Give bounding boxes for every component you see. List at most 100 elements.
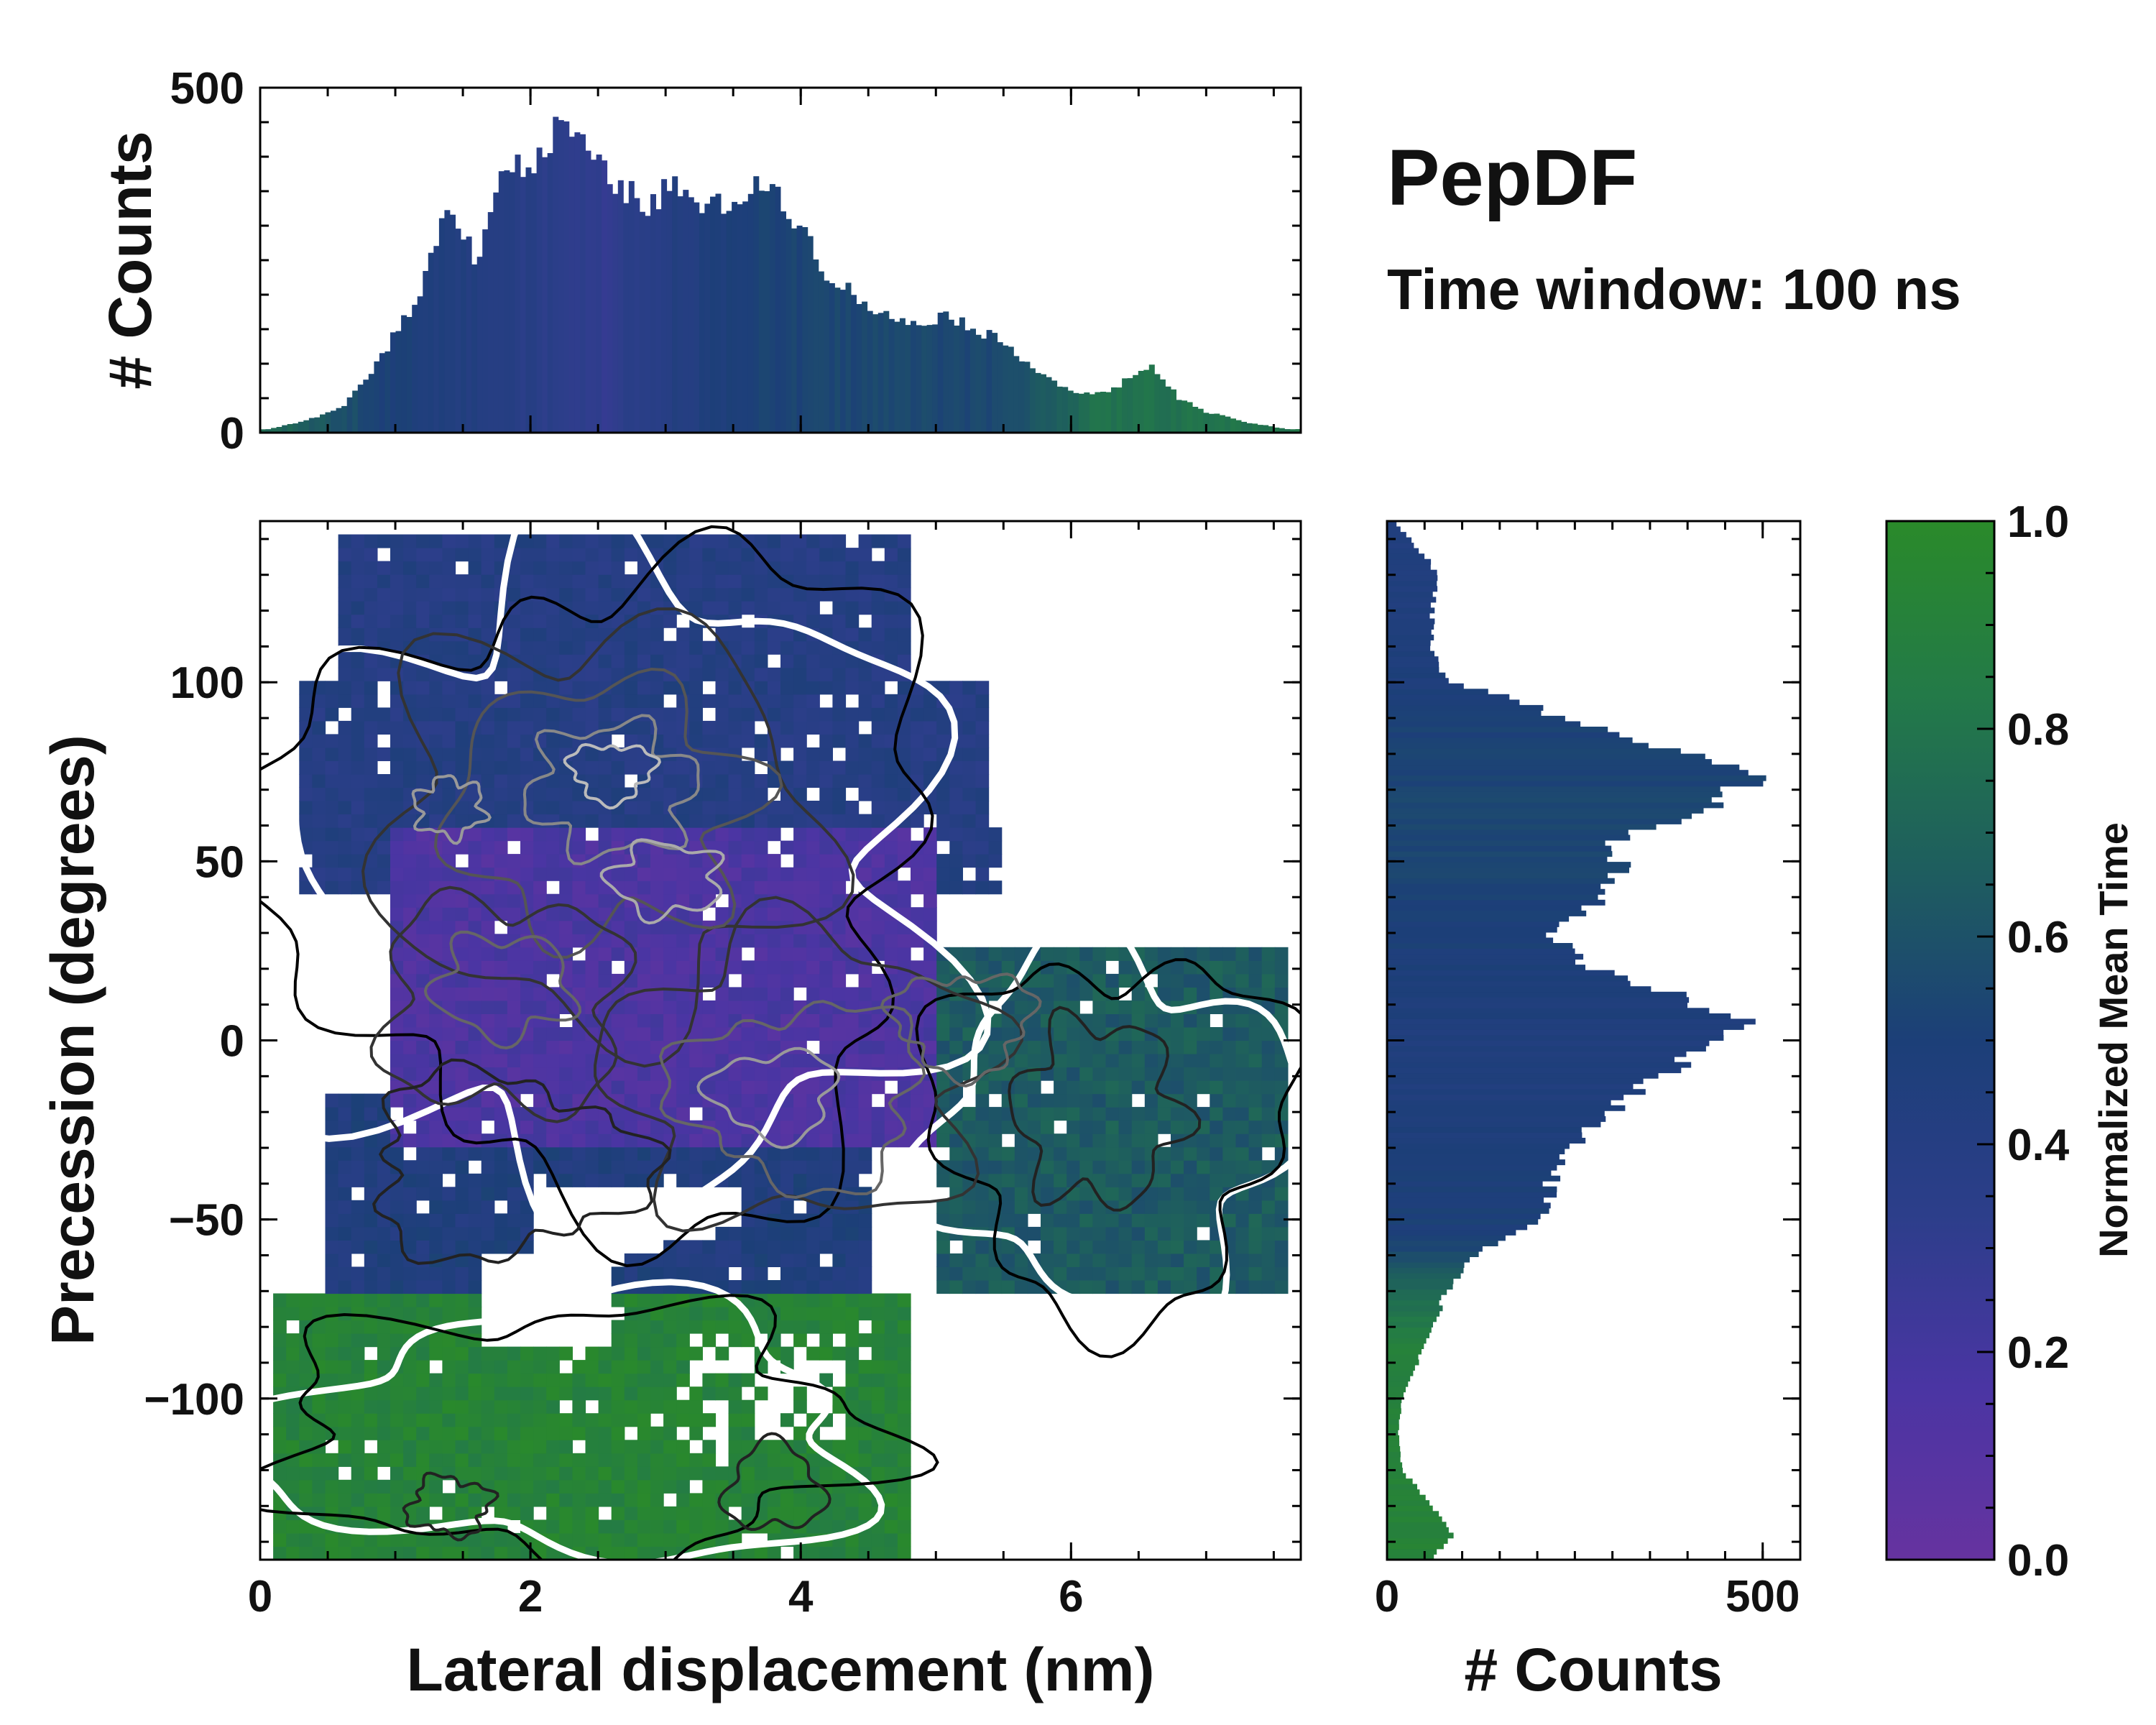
heatmap-cell (338, 1146, 352, 1161)
heatmap-cell (1261, 1160, 1276, 1174)
heatmap-cell (962, 681, 977, 695)
heatmap-cell (728, 1532, 742, 1547)
heatmap-cell (468, 1200, 482, 1214)
heatmap-cell (936, 1040, 950, 1054)
heatmap-cell (962, 760, 977, 775)
heatmap-cell (780, 1133, 794, 1148)
heatmap-cell (1118, 1226, 1133, 1241)
heatmap-cell (832, 760, 847, 775)
heatmap-cell (455, 1373, 469, 1387)
heatmap-cell (559, 1426, 573, 1440)
heatmap-cell (416, 561, 430, 575)
heatmap-cell (520, 1146, 534, 1161)
heatmap-cell (533, 1426, 547, 1440)
heatmap-cell (715, 1266, 729, 1281)
heatmap-cell (533, 960, 547, 975)
heatmap-cell (676, 1067, 690, 1081)
heatmap-cell (611, 707, 625, 722)
heatmap-cell (1171, 1013, 1184, 1028)
heatmap-cell (780, 1506, 794, 1520)
heatmap-cell (325, 1280, 339, 1294)
heatmap-cell (455, 1200, 469, 1214)
heatmap-cell (455, 1226, 469, 1241)
heatmap-cell (481, 720, 495, 735)
heatmap-cell (520, 640, 534, 655)
heatmap-cell (689, 534, 703, 548)
heatmap-cell (819, 667, 833, 681)
heatmap-cell (1184, 1146, 1197, 1161)
heatmap-cell (832, 627, 847, 642)
right-histogram-bar (1387, 1116, 1606, 1122)
right-histogram-bar (1387, 1511, 1439, 1517)
heatmap-cell (715, 1307, 729, 1321)
heatmap-cell (884, 1519, 898, 1534)
top-histogram-bar (628, 180, 635, 433)
heatmap-cell (1092, 1107, 1107, 1121)
heatmap-cell (637, 614, 651, 628)
heatmap-cell (767, 681, 781, 695)
heatmap-cell (442, 587, 456, 602)
heatmap-cell (442, 1226, 456, 1241)
heatmap-cell (507, 1466, 521, 1481)
heatmap-cell (442, 840, 456, 855)
top-histogram-bar (1029, 368, 1036, 433)
contour-line (880, 972, 1042, 1087)
heatmap-cell (988, 1054, 1003, 1068)
heatmap-cell (819, 1519, 833, 1534)
heatmap-cell (546, 548, 560, 562)
heatmap-cell (754, 1080, 768, 1095)
heatmap-cell (520, 667, 534, 681)
right-histogram-bar (1387, 753, 1705, 760)
heatmap-cell (871, 1386, 885, 1401)
heatmap-cell (1248, 1266, 1263, 1281)
heatmap-cell (884, 1120, 898, 1134)
heatmap-cell (442, 1146, 456, 1161)
heatmap-cell (1235, 960, 1250, 975)
top-histogram-bar (894, 321, 900, 433)
heatmap-cell (624, 1133, 638, 1148)
heatmap-cell (871, 1360, 885, 1374)
heatmap-cell (416, 960, 430, 975)
x-tick-label: 6 (1059, 1572, 1083, 1622)
heatmap-cell (598, 1546, 612, 1560)
heatmap-cell (1027, 1107, 1041, 1121)
heatmap-cell (1105, 1067, 1120, 1081)
heatmap-cell (585, 1360, 599, 1374)
heatmap-cell (299, 774, 313, 788)
heatmap-cell (325, 1200, 339, 1214)
heatmap-cell (832, 1320, 847, 1334)
heatmap-cell (845, 774, 860, 788)
heatmap-cell (598, 1532, 612, 1547)
heatmap-cell (806, 907, 820, 921)
heatmap-cell (312, 1453, 326, 1467)
right-histogram-bar (1387, 1392, 1404, 1398)
heatmap-cell (767, 561, 781, 575)
heatmap-cell (819, 1093, 833, 1108)
heatmap-cell (884, 574, 898, 589)
heatmap-cell (1210, 947, 1223, 961)
heatmap-cell (1222, 1067, 1237, 1081)
heatmap-cell (819, 827, 833, 842)
heatmap-cell (416, 707, 430, 722)
heatmap-cell (689, 1519, 703, 1534)
heatmap-cell (793, 1266, 807, 1281)
heatmap-cell (611, 787, 625, 801)
heatmap-cell (416, 1040, 430, 1054)
heatmap-cell (351, 747, 365, 761)
heatmap-cell (416, 1253, 430, 1267)
heatmap-cell (780, 667, 794, 681)
heatmap-cell (741, 654, 755, 668)
heatmap-cell (624, 720, 638, 735)
heatmap-cell (741, 1373, 755, 1387)
heatmap-cell (793, 1226, 807, 1241)
heatmap-cell (793, 707, 807, 722)
heatmap-cell (832, 1506, 847, 1520)
heatmap-cell (494, 960, 508, 975)
heatmap-cell (897, 1346, 911, 1361)
heatmap-cell (949, 1133, 963, 1148)
heatmap-cell (494, 1453, 508, 1467)
heatmap-cell (793, 640, 807, 655)
heatmap-cell (299, 1479, 313, 1494)
heatmap-cell (533, 1040, 547, 1054)
right-histogram-bar (1387, 543, 1414, 549)
